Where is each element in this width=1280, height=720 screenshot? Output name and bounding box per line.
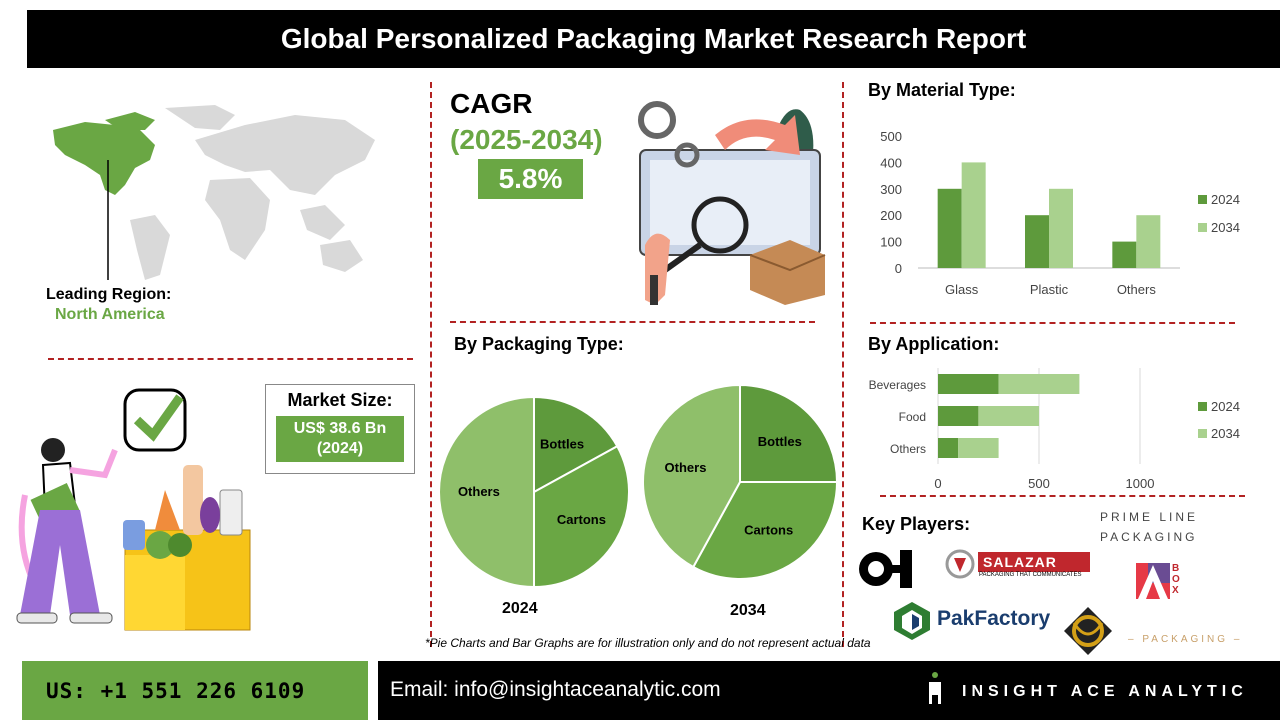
y-tick-label: 100 <box>880 235 902 250</box>
primeline-line1: PRIME LINE <box>1100 510 1199 524</box>
salazar-tagline: PACKAGING THAT COMMUNICATES <box>979 572 1082 578</box>
cagr-years: (2025-2034) <box>450 124 603 155</box>
market-size-year: (2024) <box>316 440 364 457</box>
divider-application <box>880 495 1245 497</box>
footer-phone[interactable]: US: +1 551 226 6109 <box>22 661 368 720</box>
y-tick-label: 300 <box>880 182 902 197</box>
footer-email[interactable]: Email: info@insightaceanalytic.com <box>390 678 721 701</box>
bar-2034-plastic <box>1049 188 1073 268</box>
market-size-label: Market Size: <box>287 390 393 410</box>
pie-slice-others <box>438 395 535 589</box>
pie-chart-2024: Bottles Cartons Others <box>438 395 630 589</box>
cagr-value: 5.8% <box>478 159 583 199</box>
abox-logo: BOX <box>1136 563 1186 606</box>
legend-swatch-2034 <box>1198 429 1207 438</box>
application-heading: By Application: <box>868 334 1000 354</box>
pie-slice-cartons <box>533 444 630 589</box>
legend-swatch-2034 <box>1198 223 1207 232</box>
bar-2024-beverages <box>938 374 999 394</box>
divider-center <box>450 321 815 323</box>
pie-label-cartons: Cartons <box>557 512 606 527</box>
north-america-shape <box>53 122 155 195</box>
divider-right <box>842 82 844 647</box>
legend-label-2024: 2024 <box>1211 399 1240 414</box>
pie-slice-cartons <box>691 481 839 580</box>
market-size-box <box>265 384 415 474</box>
legend-swatch-2024 <box>1198 195 1207 204</box>
key-players-heading: Key Players: <box>862 514 971 534</box>
y-tick-label: 400 <box>880 155 902 170</box>
divider-material <box>870 322 1235 324</box>
legend-label-2034: 2034 <box>1211 220 1240 235</box>
leading-region-label: Leading Region: <box>46 286 172 303</box>
bar-2034-others <box>958 438 999 458</box>
legend-label-2034: 2034 <box>1211 426 1240 441</box>
pie-label-cartons: Cartons <box>744 522 793 537</box>
bar-2034-others <box>1136 215 1161 268</box>
pie-label-bottles: Bottles <box>540 437 584 452</box>
world-map <box>53 105 375 280</box>
y-tick-label: 500 <box>880 129 902 144</box>
pie-title-2024: 2024 <box>502 600 538 617</box>
pie-label-bottles: Bottles <box>758 434 802 449</box>
bar-2024-glass <box>937 188 962 268</box>
legend-label-2024: 2024 <box>1211 192 1240 207</box>
application-bar-chart: 0 500 1000 Beverages Food Others 2024 2034 <box>869 368 1240 491</box>
y-tick-label: Food <box>899 410 926 424</box>
abox-text: BOX <box>1172 563 1180 596</box>
market-size-value: US$ 38.6 Bn (2024) <box>276 416 404 462</box>
insightace-logo-icon <box>926 671 944 712</box>
pie-label-others: Others <box>665 460 707 475</box>
y-tick-label: Others <box>890 442 926 456</box>
x-tick-label: Glass <box>945 282 979 297</box>
packaging-illustration <box>638 101 826 305</box>
divider-left <box>430 82 432 647</box>
pakfactory-name: PakFactory <box>937 607 1051 630</box>
bar-2034-beverages <box>998 374 1080 394</box>
salazar-name: SALAZAR <box>983 554 1057 570</box>
y-tick-label: 200 <box>880 208 902 223</box>
shopper-illustration <box>16 388 251 631</box>
gold-packaging-logo <box>1062 605 1114 662</box>
x-tick-label: 500 <box>1028 476 1050 491</box>
y-tick-label: 0 <box>895 261 902 276</box>
pie-label-others: Others <box>458 484 500 499</box>
x-tick-label: Others <box>1117 282 1157 297</box>
divider-region <box>48 358 413 360</box>
primeline-line2: PACKAGING <box>1100 530 1198 544</box>
x-tick-label: 1000 <box>1126 476 1155 491</box>
x-tick-label: Plastic <box>1030 282 1069 297</box>
x-tick-label: 0 <box>934 476 941 491</box>
footer-brand: INSIGHT ACE ANALYTIC <box>962 683 1248 700</box>
bar-2024-plastic <box>1025 215 1049 268</box>
pie-title-2034: 2034 <box>730 602 766 619</box>
pie-slice-others <box>642 383 741 569</box>
material-bar-chart: 0 100 200 300 400 500 Glass Plastic Others 2024 20… <box>880 129 1240 297</box>
leading-region-value: North America <box>55 306 165 323</box>
y-tick-label: Beverages <box>869 378 926 392</box>
bar-2024-others <box>1112 241 1137 268</box>
packaging-small-text: – PACKAGING – <box>1128 634 1243 645</box>
material-heading: By Material Type: <box>868 80 1016 100</box>
market-size-amount: US$ 38.6 Bn <box>293 420 387 437</box>
bar-2034-glass <box>961 162 986 268</box>
footer-bar <box>378 661 1280 720</box>
pie-slice-bottles <box>533 395 619 494</box>
bar-2034-food <box>978 406 1039 426</box>
packaging-heading: By Packaging Type: <box>454 334 624 354</box>
disclaimer-note: *Pie Charts and Bar Graphs are for illus… <box>425 636 871 650</box>
pie-chart-2034: Bottles Cartons Others <box>642 383 839 580</box>
bar-2024-food <box>938 406 979 426</box>
oi-logo <box>856 548 916 595</box>
pie-slice-bottles <box>739 383 839 483</box>
pakfactory-logo <box>892 600 932 645</box>
legend-swatch-2024 <box>1198 402 1207 411</box>
page-title: Global Personalized Packaging Market Res… <box>27 10 1280 68</box>
bar-2024-others <box>938 438 959 458</box>
cagr-label: CAGR <box>450 88 533 119</box>
salazar-logo: SALAZAR PACKAGING THAT COMMUNICATES <box>945 548 1095 587</box>
